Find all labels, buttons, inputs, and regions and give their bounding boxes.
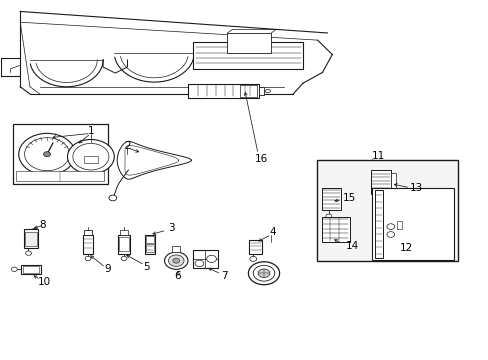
Bar [316,160,457,261]
Circle shape [168,255,183,266]
Text: 6: 6 [174,271,180,281]
Circle shape [386,224,394,229]
Bar [146,235,154,243]
Circle shape [25,251,31,255]
Circle shape [73,143,109,170]
Bar [390,173,395,191]
Bar [321,188,340,211]
Circle shape [172,258,179,263]
Circle shape [11,267,17,271]
Bar [83,156,98,163]
Bar [193,250,217,268]
Text: 5: 5 [143,262,150,272]
Circle shape [258,269,269,278]
Circle shape [206,255,216,262]
Bar [23,266,39,273]
Text: 11: 11 [371,150,385,161]
Bar [188,84,259,98]
Text: 14: 14 [346,241,359,251]
Circle shape [19,134,75,175]
Circle shape [24,138,69,171]
Bar [396,221,402,229]
Bar [119,237,129,251]
Circle shape [249,256,256,261]
Bar [227,33,271,53]
Bar [82,235,93,253]
Text: 10: 10 [38,277,51,287]
Bar [193,42,303,69]
Bar [371,188,453,260]
Circle shape [265,89,270,93]
Bar [374,190,382,258]
Circle shape [164,252,187,269]
Circle shape [195,260,203,267]
Text: 1: 1 [87,126,94,135]
Bar [321,217,349,242]
Text: 9: 9 [104,264,111,274]
Circle shape [253,265,274,281]
Circle shape [109,195,117,201]
Bar [172,246,180,252]
Text: 7: 7 [220,271,227,281]
Bar [16,171,104,181]
Bar [239,85,256,97]
Bar [259,87,264,95]
Text: 13: 13 [408,183,422,193]
Text: 3: 3 [168,223,174,233]
Circle shape [121,256,127,261]
Bar [120,230,128,235]
Bar [118,235,130,253]
Bar [146,244,154,252]
Bar [23,229,38,248]
Bar [144,235,155,253]
Bar [84,230,92,235]
Text: 4: 4 [269,227,276,237]
Text: 8: 8 [39,220,45,230]
Text: 16: 16 [254,154,267,164]
Text: 15: 15 [342,193,355,203]
Circle shape [325,214,331,219]
Bar [249,240,262,253]
Circle shape [386,231,394,237]
Bar [21,265,41,274]
Bar [25,231,37,246]
Bar [13,125,108,184]
Circle shape [67,139,114,174]
Circle shape [43,152,50,157]
Text: 2: 2 [124,140,130,150]
Circle shape [85,256,91,261]
Circle shape [248,262,279,285]
Bar [370,170,390,194]
Text: 12: 12 [399,243,412,253]
